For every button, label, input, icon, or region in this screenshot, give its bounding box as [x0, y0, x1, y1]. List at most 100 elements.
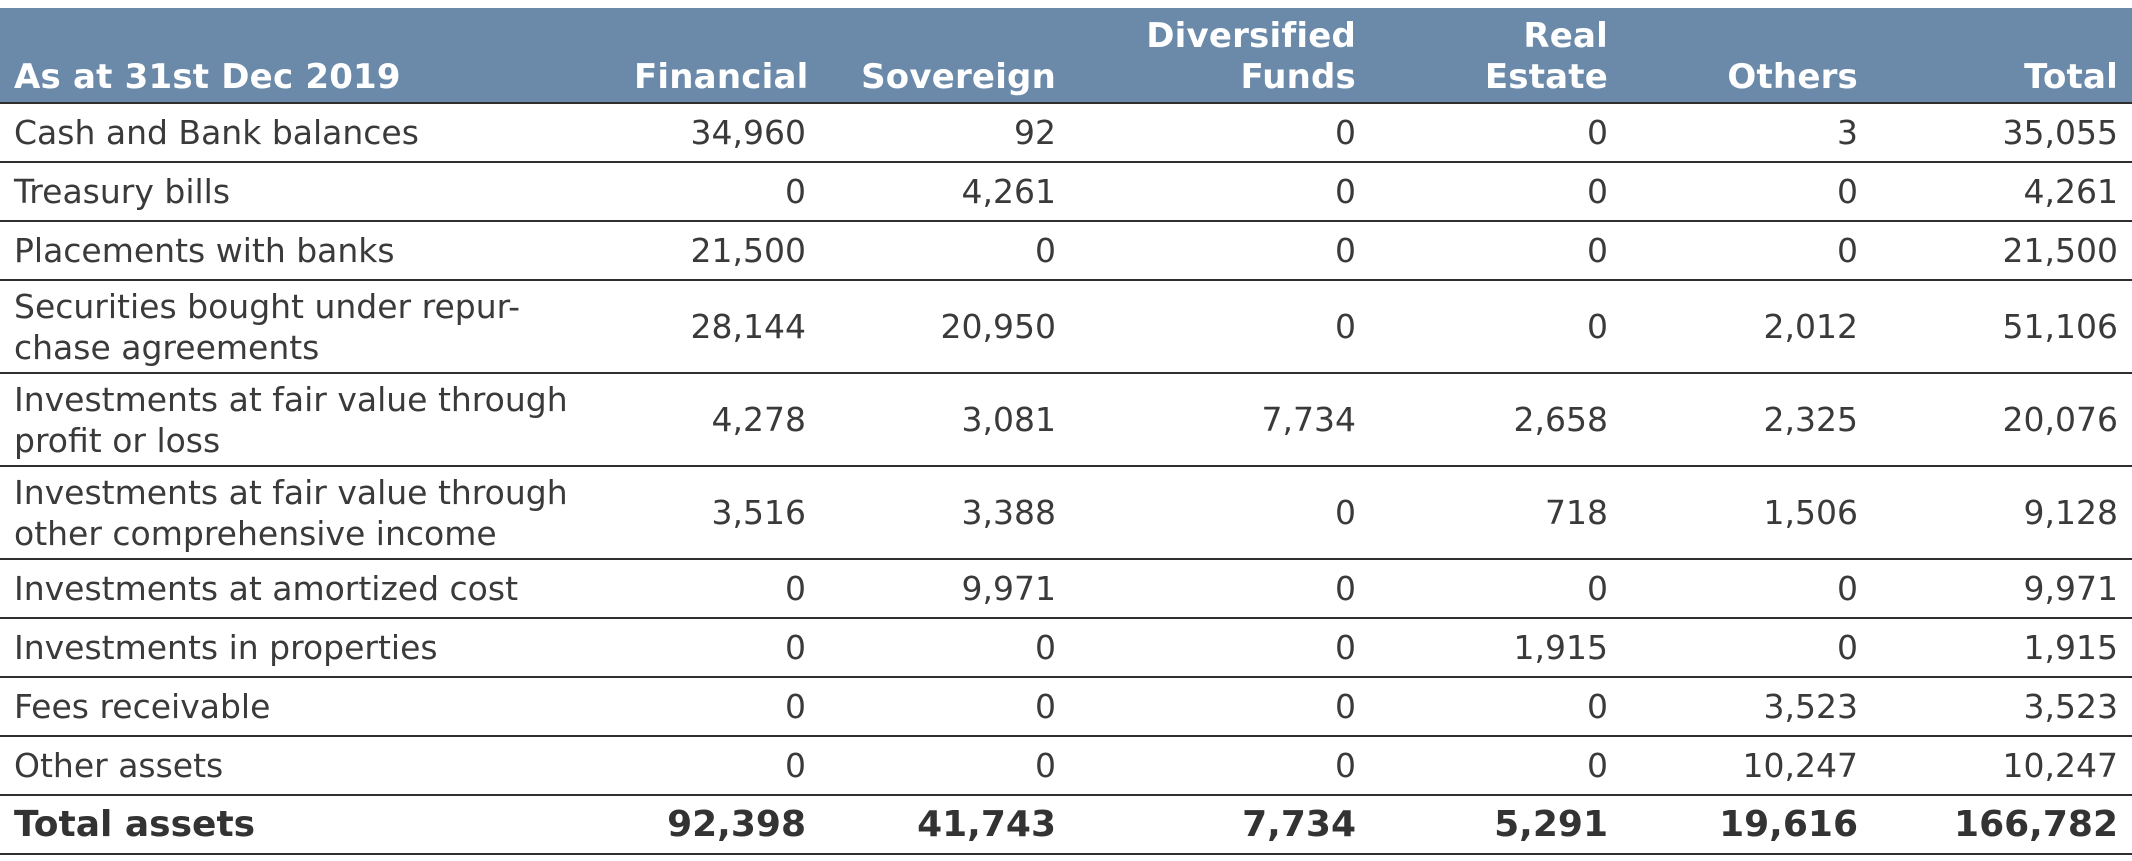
column-header: Sovereign [820, 8, 1070, 103]
column-header-text: Total [2024, 57, 2118, 97]
row-label-text: Fees receivable [14, 687, 271, 726]
row-label: Fees receivable [0, 676, 620, 736]
row-label-text: Investments at amortized cost [14, 569, 519, 608]
row-label-text: Treasury bills [14, 172, 231, 211]
column-header-text: Others [1727, 57, 1858, 97]
table-row: Investments at fair value through profit … [0, 372, 2132, 466]
column-header-text: Real [1523, 16, 1608, 56]
table-cell: 4,261 [1872, 161, 2132, 221]
row-label-text: other comprehensive income [14, 513, 497, 553]
table-cell: 51,106 [1872, 279, 2132, 373]
table-cell: 9,971 [820, 558, 1070, 618]
table-cell: 0 [1370, 102, 1622, 162]
row-label: Investments at fair value through other c… [0, 465, 620, 559]
row-label: Investments at fair value through profit … [0, 372, 620, 466]
total-cell: 7,734 [1070, 794, 1370, 855]
table-cell: 0 [820, 617, 1070, 677]
row-label-text: Investments in properties [14, 628, 438, 667]
row-label-text: Placements with banks [14, 231, 395, 270]
table-header: As at 31st Dec 2019 Financial Sovereign Div… [0, 8, 2132, 103]
table-cell: 9,971 [1872, 558, 2132, 618]
table-cell: 0 [1370, 279, 1622, 373]
table-cell: 0 [820, 220, 1070, 280]
column-header: Diversified Funds [1070, 8, 1370, 103]
row-label-text: chase agreements [14, 327, 320, 367]
column-header: As at 31st Dec 2019 [0, 8, 620, 103]
table-cell: 2,012 [1622, 279, 1872, 373]
table-cell: 0 [620, 558, 820, 618]
column-header: Real Estate [1370, 8, 1622, 103]
table-cell: 0 [620, 735, 820, 795]
row-label: Investments in properties [0, 617, 620, 677]
row-label: Securities bought under repur-chase agre… [0, 279, 620, 373]
total-row: Total assets 92,398 41,743 7,734 5,291 19,616… [0, 794, 2132, 855]
table-cell: 92 [820, 102, 1070, 162]
table-cell: 9,128 [1872, 465, 2132, 559]
table-cell: 20,076 [1872, 372, 2132, 466]
table-cell: 0 [1622, 220, 1872, 280]
total-cell: 166,782 [1872, 794, 2132, 855]
table-cell: 0 [1622, 617, 1872, 677]
table-cell: 3,523 [1872, 676, 2132, 736]
table-cell: 0 [1070, 735, 1370, 795]
column-header-text: Diversified [1146, 16, 1356, 56]
row-label: Investments at amortized cost [0, 558, 620, 618]
row-label-text: Cash and Bank balances [14, 113, 419, 152]
table-cell: 34,960 [620, 102, 820, 162]
table-cell: 0 [820, 676, 1070, 736]
table-cell: 0 [1370, 676, 1622, 736]
table-cell: 3,523 [1622, 676, 1872, 736]
table-cell: 3,081 [820, 372, 1070, 466]
column-header-text: Funds [1240, 57, 1356, 97]
table-cell: 0 [1370, 735, 1622, 795]
table-cell: 0 [1370, 161, 1622, 221]
table-cell: 7,734 [1070, 372, 1370, 466]
table-cell: 28,144 [620, 279, 820, 373]
table-cell: 20,950 [820, 279, 1070, 373]
table-cell: 0 [1070, 617, 1370, 677]
row-label-text: Other assets [14, 746, 224, 785]
table-cell: 0 [1070, 102, 1370, 162]
row-label-text: Investments at fair value through [14, 472, 568, 512]
table-cell: 0 [1070, 161, 1370, 221]
table-row: Treasury bills 0 4,261 0 0 0 4,261 [0, 161, 2132, 221]
assets-table: As at 31st Dec 2019 Financial Sovereign Div… [0, 8, 2132, 855]
column-header: Financial [620, 8, 820, 103]
column-header-text: Estate [1484, 57, 1608, 97]
table-row: Investments in properties 0 0 0 1,915 0 1,915 [0, 617, 2132, 677]
column-header: Others [1622, 8, 1872, 103]
column-header-text: As at 31st Dec 2019 [14, 57, 401, 97]
table-cell: 0 [620, 617, 820, 677]
table-row: Securities bought under repur-chase agre… [0, 279, 2132, 373]
table-cell: 0 [620, 161, 820, 221]
table-cell: 3,516 [620, 465, 820, 559]
table-cell: 10,247 [1872, 735, 2132, 795]
table-cell: 0 [820, 735, 1070, 795]
table-row: Other assets 0 0 0 0 10,247 10,247 [0, 735, 2132, 795]
table-cell: 0 [1070, 465, 1370, 559]
table-row: Placements with banks 21,500 0 0 0 0 21,500 [0, 220, 2132, 280]
total-cell: 5,291 [1370, 794, 1622, 855]
table-cell: 0 [1070, 279, 1370, 373]
table-cell: 4,261 [820, 161, 1070, 221]
total-cell: 19,616 [1622, 794, 1872, 855]
table-row: Investments at amortized cost 0 9,971 0 0 0 9,… [0, 558, 2132, 618]
table-row: Fees receivable 0 0 0 0 3,523 3,523 [0, 676, 2132, 736]
table-cell: 0 [620, 676, 820, 736]
row-label: Cash and Bank balances [0, 102, 620, 162]
header-row: As at 31st Dec 2019 Financial Sovereign Div… [0, 8, 2132, 103]
table-cell: 2,658 [1370, 372, 1622, 466]
table-cell: 0 [1070, 220, 1370, 280]
table-cell: 0 [1370, 220, 1622, 280]
row-label-text: profit or loss [14, 420, 221, 460]
row-label: Other assets [0, 735, 620, 795]
column-header-text: Sovereign [861, 57, 1056, 97]
total-cell: 41,743 [820, 794, 1070, 855]
row-label: Placements with banks [0, 220, 620, 280]
table-cell: 0 [1622, 161, 1872, 221]
table-cell: 1,915 [1370, 617, 1622, 677]
total-cell: 92,398 [620, 794, 820, 855]
table-cell: 2,325 [1622, 372, 1872, 466]
table-cell: 3 [1622, 102, 1872, 162]
table-cell: 10,247 [1622, 735, 1872, 795]
